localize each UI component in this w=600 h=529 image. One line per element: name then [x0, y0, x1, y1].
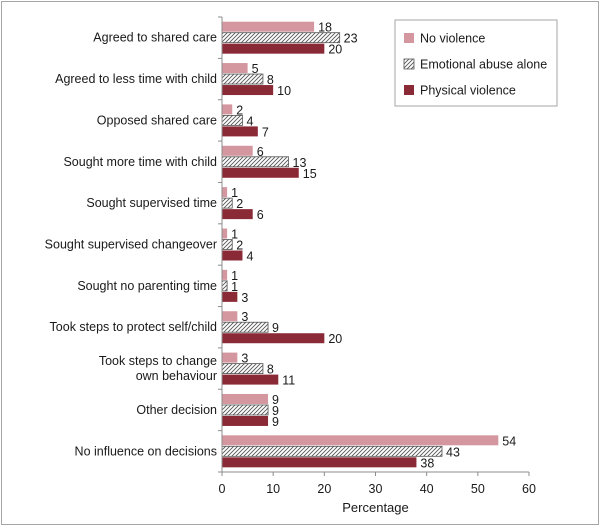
bar-sought-supervised-changeover-physical-violence: [222, 250, 243, 261]
legend-label-emotional-abuse-alone: Emotional abuse alone: [420, 58, 547, 72]
data-label-took-steps-to-change-own-behaviour-emotional-abuse-alone: 8: [267, 363, 274, 377]
data-label-no-influence-on-decisions-no-violence: 54: [502, 434, 516, 448]
category-label-other-decision: Other decision: [136, 403, 217, 417]
bar-took-steps-to-change-own-behaviour-emotional-abuse-alone: [221, 363, 264, 374]
data-label-took-steps-to-protect-self-child-emotional-abuse-alone: 9: [272, 321, 279, 335]
data-label-sought-supervised-time-no-violence: 1: [231, 186, 238, 200]
data-label-agreed-to-shared-care-physical-violence: 20: [328, 43, 342, 57]
data-label-sought-supervised-changeover-physical-violence: 4: [246, 250, 253, 264]
x-tick-label-40: 40: [420, 482, 434, 496]
x-tick-label-30: 30: [369, 482, 383, 496]
bar-opposed-shared-care-no-violence: [222, 104, 233, 115]
data-label-took-steps-to-protect-self-child-physical-violence: 20: [328, 332, 342, 346]
bar-opposed-shared-care-physical-violence: [222, 126, 258, 137]
legend-box: [394, 19, 558, 107]
category-label-opposed-shared-care: Opposed shared care: [97, 113, 217, 127]
bar-sought-more-time-with-child-emotional-abuse-alone: [221, 156, 289, 168]
bar-sought-no-parenting-time-emotional-abuse-alone: [221, 280, 228, 292]
category-label-no-influence-on-decisions: No influence on decisions: [75, 444, 217, 458]
data-label-sought-supervised-changeover-emotional-abuse-alone: 2: [236, 239, 243, 253]
data-label-sought-more-time-with-child-emotional-abuse-alone: 13: [293, 156, 307, 170]
category-label-sought-supervised-changeover: Sought supervised changeover: [45, 238, 217, 252]
category-label-sought-more-time-with-child: Sought more time with child: [63, 155, 217, 169]
bar-took-steps-to-change-own-behaviour-no-violence: [222, 352, 238, 363]
bar-opposed-shared-care-emotional-abuse-alone: [221, 115, 243, 126]
bar-sought-supervised-time-no-violence: [222, 187, 228, 198]
bar-sought-supervised-changeover-no-violence: [222, 228, 228, 239]
x-tick-label-60: 60: [522, 482, 536, 496]
bar-sought-more-time-with-child-physical-violence: [222, 167, 299, 178]
bar-sought-no-parenting-time-no-violence: [222, 269, 228, 280]
data-label-agreed-to-less-time-with-child-physical-violence: 10: [277, 84, 291, 98]
bar-sought-supervised-time-emotional-abuse-alone: [221, 197, 233, 209]
category-label-sought-supervised-time: Sought supervised time: [86, 196, 217, 210]
bar-other-decision-emotional-abuse-alone: [221, 404, 269, 416]
legend-swatch-no-violence: [404, 33, 414, 43]
data-label-sought-no-parenting-time-emotional-abuse-alone: 1: [231, 280, 238, 294]
bar-agreed-to-less-time-with-child-no-violence: [222, 63, 248, 74]
x-axis-title: Percentage: [342, 500, 409, 515]
data-label-opposed-shared-care-physical-violence: 7: [262, 125, 269, 139]
data-label-sought-no-parenting-time-physical-violence: 3: [241, 291, 248, 305]
data-label-sought-more-time-with-child-no-violence: 6: [257, 145, 264, 159]
category-label-took-steps-to-protect-self-child: Took steps to protect self/child: [50, 320, 217, 334]
bar-sought-no-parenting-time-physical-violence: [222, 291, 238, 302]
category-label-agreed-to-less-time-with-child: Agreed to less time with child: [55, 72, 217, 86]
data-label-no-influence-on-decisions-emotional-abuse-alone: 43: [446, 445, 460, 459]
data-label-agreed-to-less-time-with-child-emotional-abuse-alone: 8: [267, 73, 274, 87]
data-label-opposed-shared-care-no-violence: 2: [236, 103, 243, 117]
legend: No violence Emotional abuse alone Physical…: [394, 19, 558, 107]
legend-label-physical-violence: Physical violence: [420, 84, 516, 98]
data-label-took-steps-to-change-own-behaviour-physical-violence: 11: [282, 374, 295, 388]
bar-other-decision-no-violence: [222, 393, 269, 404]
bar-agreed-to-shared-care-no-violence: [222, 21, 315, 32]
bar-agreed-to-less-time-with-child-emotional-abuse-alone: [221, 73, 264, 85]
data-label-sought-supervised-time-emotional-abuse-alone: 2: [236, 197, 243, 211]
legend-label-no-violence: No violence: [420, 32, 485, 46]
data-label-no-influence-on-decisions-physical-violence: 38: [420, 456, 434, 470]
category-label-agreed-to-shared-care: Agreed to shared care: [93, 31, 217, 45]
legend-swatch-physical-violence: [404, 85, 414, 95]
bar-sought-more-time-with-child-no-violence: [222, 145, 253, 156]
bar-no-influence-on-decisions-emotional-abuse-alone: [221, 445, 443, 457]
bar-agreed-to-less-time-with-child-physical-violence: [222, 85, 274, 96]
axes: 0 10 20 30 40 50 60 Percentage: [218, 16, 536, 515]
x-tick-label-50: 50: [471, 482, 485, 496]
x-tick-label-20: 20: [317, 482, 331, 496]
data-label-agreed-to-shared-care-no-violence: 18: [318, 21, 332, 35]
bar-took-steps-to-protect-self-child-no-violence: [222, 311, 238, 322]
bar-took-steps-to-protect-self-child-physical-violence: [222, 333, 325, 344]
data-label-sought-supervised-time-physical-violence: 6: [257, 208, 264, 222]
bar-agreed-to-shared-care-emotional-abuse-alone: [221, 32, 341, 44]
data-label-opposed-shared-care-emotional-abuse-alone: 4: [246, 114, 253, 128]
bar-no-influence-on-decisions-no-violence: [222, 435, 499, 446]
bar-agreed-to-shared-care-physical-violence: [222, 43, 325, 54]
x-tick-label-10: 10: [266, 482, 280, 496]
data-label-agreed-to-less-time-with-child-no-violence: 5: [252, 62, 259, 76]
data-label-other-decision-no-violence: 9: [272, 393, 279, 407]
data-label-sought-supervised-changeover-no-violence: 1: [231, 228, 238, 242]
bar-no-influence-on-decisions-physical-violence: [222, 457, 417, 468]
bar-sought-supervised-time-physical-violence: [222, 209, 253, 220]
data-label-took-steps-to-protect-self-child-no-violence: 3: [241, 310, 248, 324]
data-label-took-steps-to-change-own-behaviour-no-violence: 3: [241, 352, 248, 366]
category-label-sought-no-parenting-time: Sought no parenting time: [77, 279, 217, 293]
data-label-agreed-to-shared-care-emotional-abuse-alone: 23: [344, 32, 358, 46]
bar-took-steps-to-change-own-behaviour-physical-violence: [222, 374, 279, 385]
legend-swatch-emotional-abuse-alone: [403, 58, 415, 70]
category-label-took-steps-to-change-own-behaviour: Took steps to change own behaviour: [99, 354, 217, 383]
bar-sought-supervised-changeover-emotional-abuse-alone: [221, 239, 233, 250]
bar-took-steps-to-protect-self-child-emotional-abuse-alone: [221, 321, 269, 333]
data-label-sought-no-parenting-time-no-violence: 1: [231, 269, 238, 283]
data-label-other-decision-emotional-abuse-alone: 9: [272, 404, 279, 418]
data-label-other-decision-physical-violence: 9: [272, 415, 279, 429]
x-tick-label-0: 0: [219, 482, 226, 496]
bar-other-decision-physical-violence: [222, 415, 269, 426]
data-label-sought-more-time-with-child-physical-violence: 15: [303, 167, 317, 181]
